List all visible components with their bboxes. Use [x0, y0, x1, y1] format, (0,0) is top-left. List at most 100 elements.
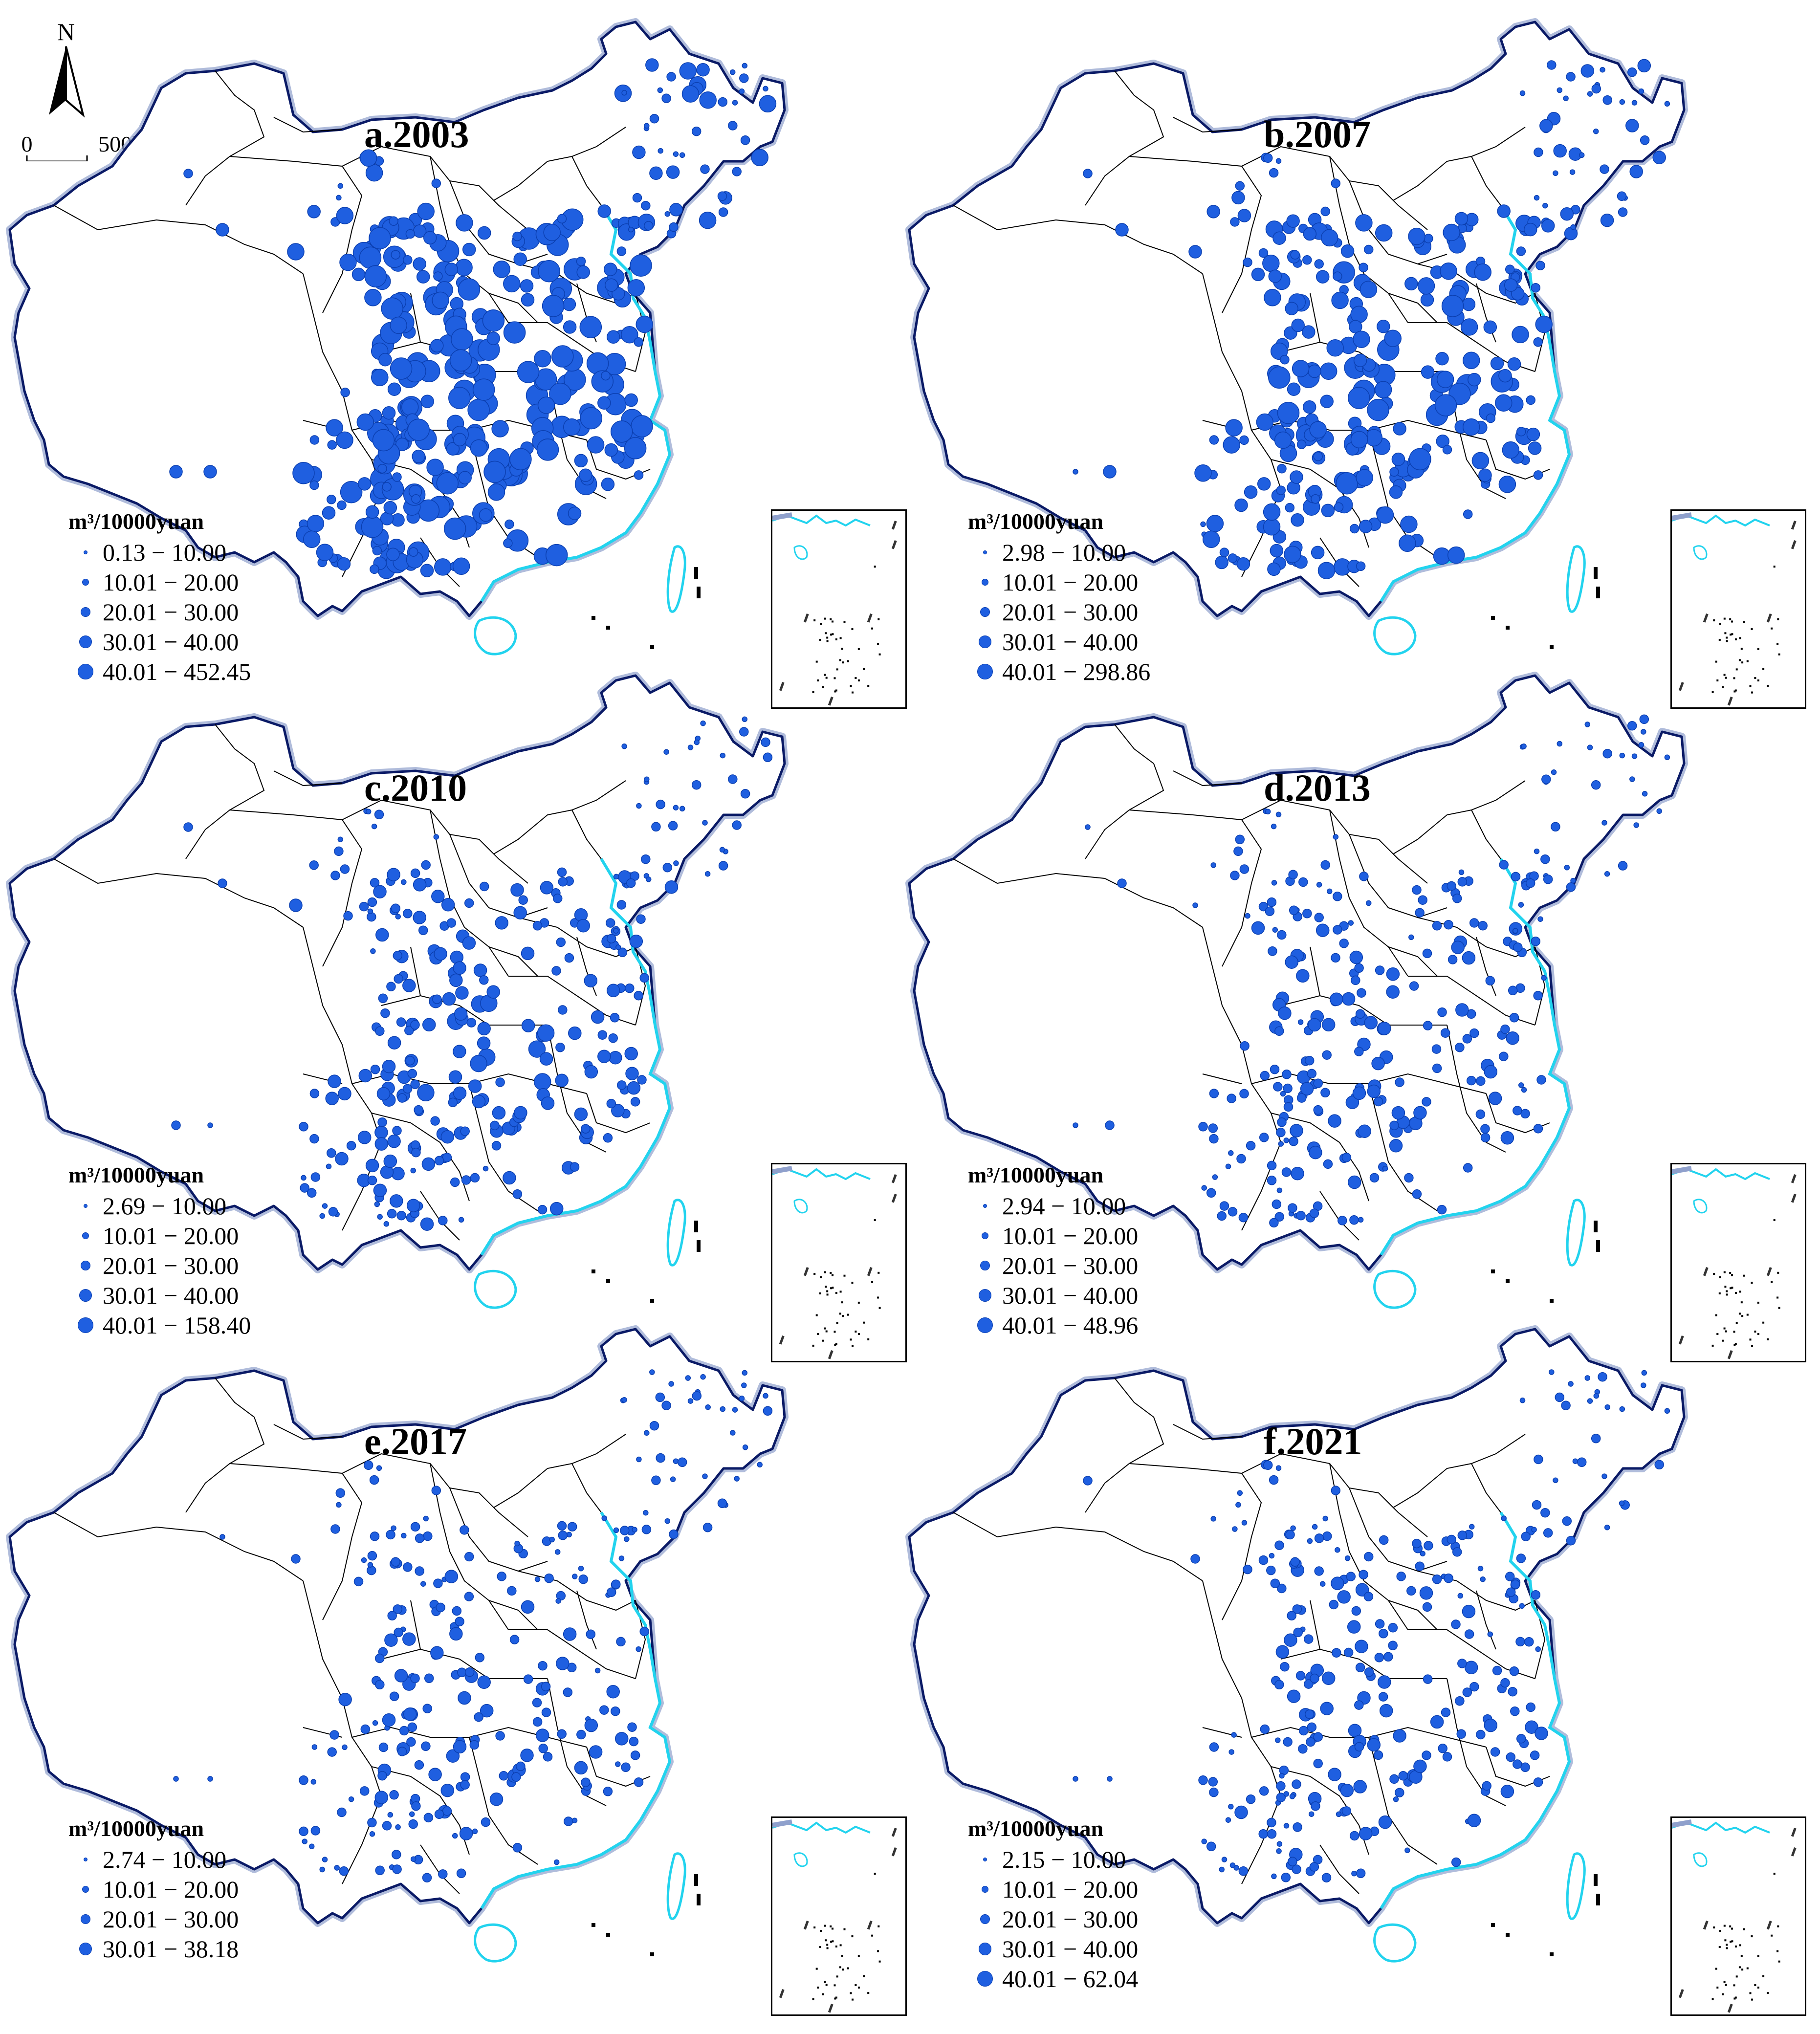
city-point	[1306, 1737, 1316, 1747]
city-point	[1462, 1034, 1472, 1044]
city-point	[763, 752, 773, 763]
city-point	[691, 126, 702, 136]
city-point	[382, 1059, 396, 1073]
city-point	[1363, 1592, 1374, 1601]
city-point	[382, 406, 396, 420]
city-point	[549, 1202, 564, 1216]
city-point	[616, 1637, 626, 1647]
city-point	[1275, 158, 1282, 164]
city-point	[372, 1720, 378, 1726]
city-point	[1258, 901, 1269, 912]
city-point	[1201, 1185, 1207, 1191]
city-point	[541, 1707, 551, 1717]
city-point	[1271, 880, 1277, 886]
city-point	[1359, 520, 1373, 533]
city-point	[610, 420, 633, 443]
city-point	[627, 1081, 641, 1095]
city-point	[1476, 1729, 1486, 1740]
city-point	[1398, 1771, 1408, 1781]
city-point	[1442, 1752, 1452, 1762]
city-point	[536, 438, 559, 461]
city-point	[1434, 394, 1457, 416]
city-point	[1209, 1787, 1219, 1797]
city-point	[1304, 1055, 1315, 1066]
city-point	[1395, 1077, 1404, 1087]
legend-rows: 2.15 − 10.00 10.01 − 20.00 20.01 − 30.00 30…	[968, 1844, 1138, 1993]
city-point	[394, 974, 403, 984]
city-point	[1409, 448, 1431, 471]
city-point	[1452, 894, 1462, 903]
city-point	[1557, 87, 1563, 93]
city-point	[1083, 1476, 1093, 1486]
city-point	[1364, 1667, 1374, 1677]
city-point	[1533, 1777, 1543, 1787]
panel-title: f.2021	[1264, 1420, 1362, 1463]
city-point	[307, 205, 321, 219]
city-point	[359, 901, 369, 912]
city-point	[1637, 59, 1651, 73]
city-point	[1107, 1776, 1113, 1782]
city-point	[410, 868, 420, 878]
city-point	[511, 1772, 521, 1782]
city-point	[1276, 1841, 1283, 1847]
city-point	[1600, 164, 1609, 174]
city-point	[1212, 1174, 1218, 1180]
city-point	[1521, 1531, 1531, 1541]
legend-dot	[980, 1260, 990, 1270]
city-point	[1319, 362, 1338, 380]
city-point	[311, 1744, 318, 1750]
legend-unit: m³/10000yuan	[968, 509, 1104, 534]
city-point	[383, 1154, 397, 1168]
city-point	[1378, 1692, 1388, 1702]
city-point	[621, 90, 627, 96]
city-point	[1349, 1831, 1360, 1841]
city-point	[503, 1171, 516, 1185]
legend-item: 40.01 − 62.04	[968, 1964, 1138, 1993]
legend-item: 2.69 − 10.00	[68, 1191, 251, 1221]
city-point	[1664, 101, 1670, 107]
city-point	[1259, 1133, 1269, 1142]
legend-symbol	[68, 607, 103, 617]
city-point	[1520, 1762, 1530, 1772]
city-point	[389, 1691, 399, 1701]
city-point	[1276, 1848, 1282, 1854]
city-point	[618, 1555, 625, 1561]
city-point	[338, 1087, 351, 1101]
city-point	[528, 1040, 546, 1058]
legend-dot	[982, 1232, 988, 1239]
city-point	[1268, 946, 1277, 956]
city-point	[1406, 1586, 1416, 1596]
city-point	[410, 1522, 420, 1532]
city-point	[1271, 823, 1277, 830]
city-point	[1302, 255, 1312, 265]
city-point	[325, 1092, 339, 1105]
hainan-island	[474, 1269, 517, 1309]
coastline	[480, 1511, 672, 1909]
city-point	[649, 113, 659, 124]
city-point	[415, 1533, 425, 1543]
city-point	[473, 963, 487, 977]
city-point	[1619, 99, 1625, 105]
city-point	[371, 823, 377, 830]
city-point	[520, 1749, 534, 1762]
city-point	[1335, 1547, 1340, 1553]
city-point	[449, 1627, 463, 1641]
city-point	[507, 1586, 517, 1596]
city-point	[1322, 1050, 1332, 1060]
city-point	[1640, 135, 1650, 145]
island-mark	[1506, 1933, 1510, 1937]
legend-label: 40.01 − 452.45	[103, 657, 251, 685]
city-point	[1435, 351, 1449, 366]
city-points	[1073, 1369, 1670, 1882]
city-point	[453, 1045, 466, 1058]
city-point	[291, 1554, 301, 1564]
city-point	[444, 1570, 459, 1583]
city-point	[1627, 67, 1637, 77]
city-point	[1320, 860, 1330, 870]
city-point	[358, 1069, 373, 1083]
city-point	[454, 1007, 468, 1021]
city-point	[1251, 921, 1265, 935]
city-point	[611, 1579, 621, 1589]
city-point	[376, 1087, 391, 1101]
city-point	[627, 279, 645, 297]
